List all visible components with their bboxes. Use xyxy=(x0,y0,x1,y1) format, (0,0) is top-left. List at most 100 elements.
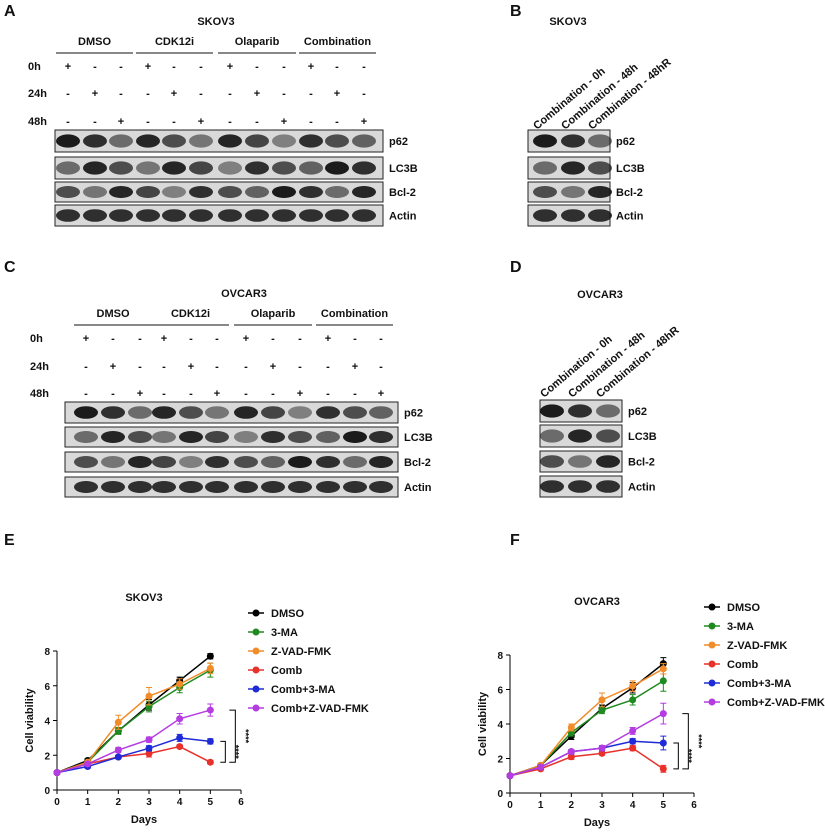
blot-band xyxy=(189,209,213,222)
blot-band xyxy=(56,161,80,175)
sign: - xyxy=(335,61,339,73)
data-point xyxy=(114,718,122,726)
sign: - xyxy=(111,333,115,345)
blot-band xyxy=(561,186,585,198)
legend-marker xyxy=(252,704,260,712)
data-point xyxy=(629,727,637,735)
sign: + xyxy=(325,333,331,345)
blot-band xyxy=(316,431,340,443)
data-point xyxy=(659,710,667,718)
sign: - xyxy=(93,61,97,73)
sign: + xyxy=(188,361,194,373)
blot-band xyxy=(533,186,557,198)
panel-letter: C xyxy=(4,259,16,276)
blot-band xyxy=(179,431,203,443)
y-tick-label: 4 xyxy=(44,717,50,728)
sign: + xyxy=(352,361,358,373)
sign: - xyxy=(138,333,142,345)
blot-band xyxy=(288,431,312,443)
blot-band xyxy=(325,134,349,148)
legend-marker xyxy=(708,698,716,706)
series-line xyxy=(509,668,664,777)
sign: - xyxy=(255,116,259,128)
protein-label: Actin xyxy=(616,211,644,223)
blot-band xyxy=(533,161,557,175)
legend-marker xyxy=(252,666,260,674)
y-tick-label: 8 xyxy=(497,651,503,662)
blot-band xyxy=(218,161,242,175)
legend-marker xyxy=(708,660,716,668)
data-point xyxy=(206,737,214,745)
blot-band xyxy=(83,186,107,198)
legend-marker xyxy=(252,609,260,617)
sign: - xyxy=(199,88,203,100)
blot-band xyxy=(74,456,98,468)
blot-band xyxy=(261,456,285,468)
sign: + xyxy=(378,388,384,400)
blot-band xyxy=(109,209,133,222)
data-point xyxy=(659,677,667,685)
blot-band xyxy=(245,186,269,198)
blot-band xyxy=(369,481,393,493)
series-line xyxy=(509,680,664,777)
group-label: CDK12i xyxy=(155,36,194,48)
blot-band xyxy=(218,209,242,222)
blot-band xyxy=(83,161,107,175)
sign: - xyxy=(309,88,313,100)
sign: + xyxy=(214,388,220,400)
protein-label: LC3B xyxy=(616,163,645,175)
legend-label: DMSO xyxy=(271,608,304,620)
sign: - xyxy=(84,361,88,373)
sign: - xyxy=(189,333,193,345)
group-label: DMSO xyxy=(78,36,111,48)
sign: + xyxy=(118,116,124,128)
sign: - xyxy=(282,61,286,73)
blot-band xyxy=(109,161,133,175)
sign: - xyxy=(189,388,193,400)
blot-band xyxy=(101,456,125,468)
sign: + xyxy=(243,333,249,345)
x-axis-title: Days xyxy=(131,814,157,826)
data-point xyxy=(145,750,153,758)
series-line xyxy=(56,669,211,774)
x-tick-label: 0 xyxy=(507,800,513,811)
blot-band xyxy=(162,134,186,148)
panel-letter: A xyxy=(4,3,16,20)
blot-band xyxy=(561,209,585,222)
blot-band xyxy=(325,186,349,198)
sign: - xyxy=(228,88,232,100)
x-tick-label: 3 xyxy=(599,800,605,811)
sign: - xyxy=(362,88,366,100)
protein-label: LC3B xyxy=(628,431,657,443)
data-point xyxy=(206,706,214,714)
blot-band xyxy=(596,455,620,468)
x-tick-label: 2 xyxy=(569,800,575,811)
sign: - xyxy=(146,88,150,100)
significance: **** xyxy=(683,749,693,764)
data-point xyxy=(598,696,606,704)
group-label: Olaparib xyxy=(251,308,296,320)
blot-band xyxy=(588,161,612,175)
blot-band xyxy=(325,161,349,175)
data-point xyxy=(659,665,667,673)
protein-label: p62 xyxy=(628,406,647,418)
blot-band xyxy=(101,431,125,443)
sign: - xyxy=(326,388,330,400)
blot-band xyxy=(162,209,186,222)
blot-band xyxy=(540,429,564,443)
blot-band xyxy=(568,455,592,468)
data-point xyxy=(506,772,514,780)
blot-band xyxy=(189,134,213,148)
blot-band xyxy=(299,134,323,148)
data-point xyxy=(629,682,637,690)
data-point xyxy=(176,680,184,688)
blot-title: SKOV3 xyxy=(549,16,586,28)
blot-band xyxy=(128,456,152,468)
blot-strip xyxy=(64,476,399,498)
panel-letter: F xyxy=(510,532,520,549)
sign: - xyxy=(353,333,357,345)
sign: - xyxy=(84,388,88,400)
sign: - xyxy=(199,61,203,73)
blot-band xyxy=(369,456,393,468)
x-tick-label: 2 xyxy=(116,797,122,808)
